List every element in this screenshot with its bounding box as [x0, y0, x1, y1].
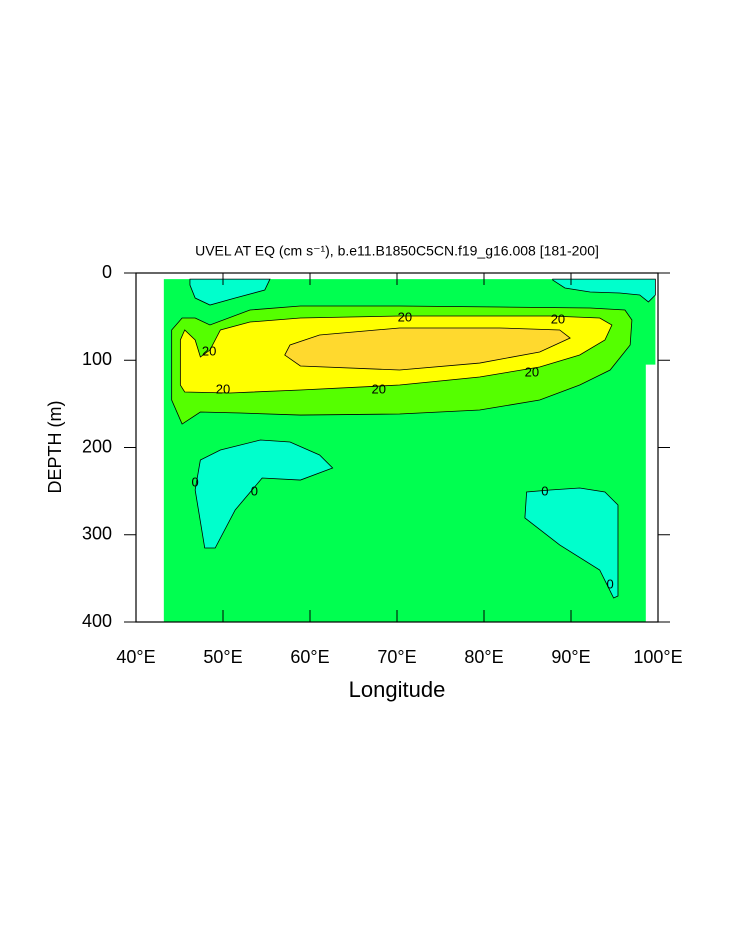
chart-title: UVEL AT EQ (cm s⁻¹), b.e11.B1850C5CN.f19…: [195, 243, 599, 259]
x-tick-label: 100°E: [633, 647, 682, 667]
y-tick-label: 0: [102, 262, 112, 282]
contour-label: 20: [202, 343, 216, 358]
contour-fill: [552, 278, 656, 303]
x-axis-title: Longitude: [349, 677, 446, 702]
contour-label: 20: [398, 309, 412, 324]
x-tick-label: 60°E: [290, 647, 329, 667]
contour-label: 0: [251, 483, 258, 498]
contour-label: 0: [607, 576, 614, 591]
contour-label: 0: [541, 483, 548, 498]
x-tick-label: 90°E: [551, 647, 590, 667]
contour-fill: [189, 278, 271, 306]
x-tick-label: 40°E: [116, 647, 155, 667]
y-tick-label: 100: [82, 349, 112, 369]
contour-fill: [284, 327, 571, 371]
contour-label: 20: [525, 364, 539, 379]
y-axis-title: DEPTH (m): [45, 401, 65, 494]
x-tick-label: 50°E: [203, 647, 242, 667]
y-tick-label: 200: [82, 436, 112, 456]
contour-label: 20: [216, 381, 230, 396]
contour-fill: [524, 487, 619, 599]
x-tick-label: 80°E: [464, 647, 503, 667]
contour-fill: [194, 439, 334, 549]
y-tick-label: 300: [82, 524, 112, 544]
y-tick-label: 400: [82, 611, 112, 631]
x-tick-label: 70°E: [377, 647, 416, 667]
contour-label: 0: [192, 474, 199, 489]
contour-label: 20: [371, 381, 385, 396]
contour-label: 20: [551, 311, 565, 326]
